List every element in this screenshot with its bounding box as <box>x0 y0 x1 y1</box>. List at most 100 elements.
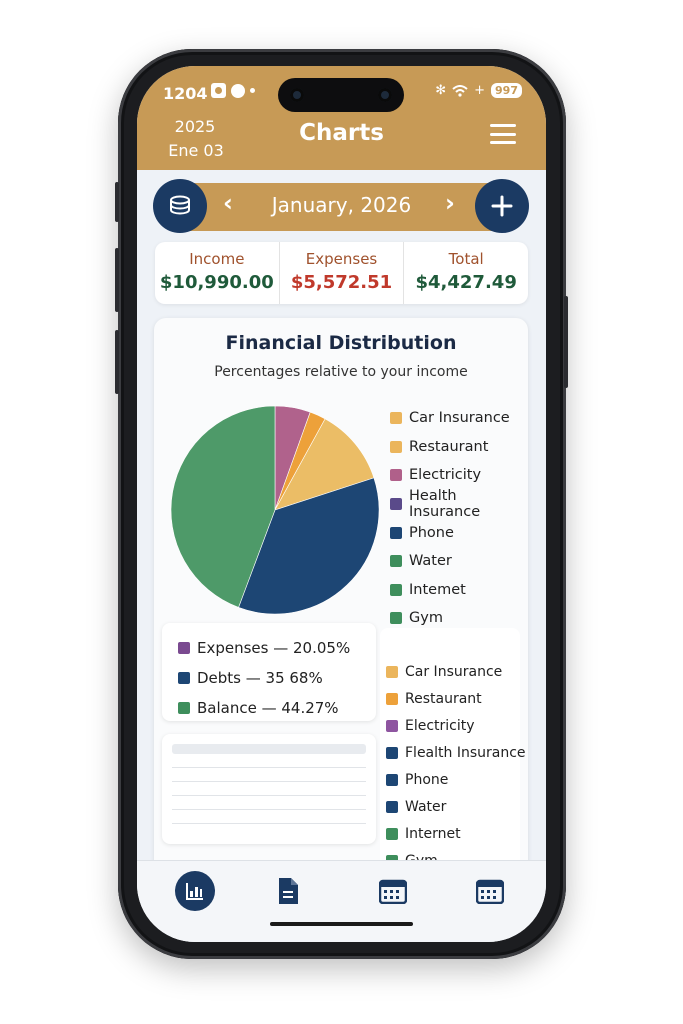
phone-action-button <box>115 182 119 222</box>
legend-swatch <box>178 672 190 684</box>
legend-swatch <box>390 440 402 453</box>
document-icon <box>279 878 298 904</box>
legend-swatch <box>390 412 402 425</box>
legend-swatch <box>386 746 398 759</box>
pie-slice-phone[interactable] <box>238 477 380 615</box>
secondary-legend-label: Car Insurance <box>405 663 503 680</box>
phone-volume-down-button <box>115 330 119 394</box>
status-notification-icons <box>211 83 255 98</box>
tab-calendar[interactable] <box>373 871 413 911</box>
phone-power-button <box>564 296 568 388</box>
distribution-summary-item: Debts — 35 68% <box>178 663 376 693</box>
pie-chart[interactable] <box>168 403 382 617</box>
legend-swatch <box>386 773 398 786</box>
secondary-legend: Car Insurance Restaurant Electricity Flealt… <box>386 658 526 874</box>
legend-swatch <box>386 719 398 732</box>
distribution-summary-label: Expenses — 20.05% <box>197 639 351 657</box>
header-date: Ene 03 <box>168 141 224 160</box>
placeholder-line <box>172 823 366 824</box>
coins-icon <box>170 195 190 215</box>
status-time: 1204 <box>163 84 208 103</box>
next-month-button[interactable]: › <box>445 189 455 217</box>
secondary-legend-label: Water <box>405 798 447 815</box>
dynamic-island <box>278 78 404 112</box>
expenses-value: $5,572.51 <box>290 272 393 293</box>
pie-legend: Car Insurance Restaurant Electricity Health… <box>390 404 528 633</box>
chart-subtitle: Percentages relative to your income <box>214 364 468 380</box>
calendar-icon <box>379 879 407 904</box>
secondary-legend-item: Flealth Insurance <box>386 739 526 766</box>
expenses-label: Expenses <box>305 250 378 268</box>
pie-legend-item: Health Insurance <box>390 488 528 520</box>
plus-icon <box>491 195 513 217</box>
total-summary: Total $4,427.49 <box>403 242 528 304</box>
bar-chart-icon <box>186 883 203 900</box>
prev-month-button[interactable]: ‹ <box>223 189 233 217</box>
tab-charts[interactable] <box>175 871 215 911</box>
app-header: 1204 ✻ + 997 2025 Ene 03 Charts <box>137 66 546 170</box>
legend-swatch <box>178 702 190 714</box>
home-indicator[interactable] <box>270 922 413 926</box>
legend-swatch <box>386 665 398 678</box>
pie-legend-item: Phone <box>390 518 528 547</box>
secondary-legend-item: Internet <box>386 820 526 847</box>
camera-right-icon <box>378 88 392 102</box>
placeholder-panel <box>162 734 376 844</box>
pie-legend-item: Restaurant <box>390 433 528 462</box>
wifi-icon <box>452 84 468 97</box>
pie-slice-car-insurance[interactable] <box>274 418 375 511</box>
pie-slice-water[interactable] <box>170 405 276 608</box>
pie-legend-item: Intemet <box>390 576 528 605</box>
distribution-summary-label: Debts — 35 68% <box>197 669 323 687</box>
total-label: Total <box>448 250 484 268</box>
placeholder-line <box>172 767 366 768</box>
total-value: $4,427.49 <box>415 272 517 293</box>
pie-legend-item: Car Insurance <box>390 404 528 433</box>
pie-legend-item: Water <box>390 547 528 576</box>
page-title: Charts <box>299 120 384 146</box>
secondary-legend-item: Car Insurance <box>386 658 526 685</box>
legend-swatch <box>178 642 190 654</box>
placeholder-line <box>172 809 366 810</box>
pie-legend-label: Restaurant <box>409 438 489 455</box>
notification-icon <box>211 83 226 98</box>
legend-swatch <box>390 526 402 539</box>
status-right: ✻ + 997 <box>435 83 522 98</box>
distribution-summary-label: Balance — 44.27% <box>197 699 339 717</box>
secondary-legend-label: Internet <box>405 825 461 842</box>
pie-legend-label: Car Insurance <box>409 410 510 427</box>
header-year: 2025 <box>174 117 216 136</box>
summary-bar: Income $10,990.00 Expenses $5,572.51 Tot… <box>155 242 528 304</box>
pie-legend-label: Electricity <box>409 467 482 484</box>
tab-reports[interactable] <box>268 871 308 911</box>
notification-dot-icon <box>231 83 245 98</box>
distribution-summary-item: Balance — 44.27% <box>178 693 376 723</box>
menu-icon[interactable] <box>490 124 516 144</box>
secondary-legend-item: Restaurant <box>386 685 526 712</box>
income-label: Income <box>189 250 245 268</box>
secondary-legend-item: Electricity <box>386 712 526 739</box>
phone-volume-up-button <box>115 248 119 312</box>
camera-left-icon <box>290 88 304 102</box>
distribution-summary-list: Expenses — 20.05% Debts — 35 68% Balance —… <box>178 633 376 723</box>
legend-swatch <box>390 498 402 511</box>
app-screen: 1204 ✻ + 997 2025 Ene 03 Charts <box>137 66 546 942</box>
secondary-legend-item: Water <box>386 793 526 820</box>
secondary-legend-item: Phone <box>386 766 526 793</box>
secondary-legend-label: Restaurant <box>405 690 482 707</box>
signal-text: + <box>474 83 486 98</box>
legend-swatch <box>390 612 402 625</box>
chart-title: Financial Distribution <box>225 332 457 354</box>
bluetooth-icon: ✻ <box>435 83 447 98</box>
coins-button[interactable] <box>153 179 207 233</box>
legend-swatch <box>386 800 398 813</box>
tab-schedule[interactable] <box>470 871 510 911</box>
legend-swatch <box>390 583 402 596</box>
month-label: January, 2026 <box>271 193 412 217</box>
distribution-summary-item: Expenses — 20.05% <box>178 633 376 663</box>
add-button[interactable] <box>475 179 529 233</box>
legend-swatch <box>386 692 398 705</box>
bottom-tab-bar <box>137 860 546 942</box>
expenses-summary: Expenses $5,572.51 <box>278 242 404 304</box>
placeholder-bar <box>172 744 366 754</box>
